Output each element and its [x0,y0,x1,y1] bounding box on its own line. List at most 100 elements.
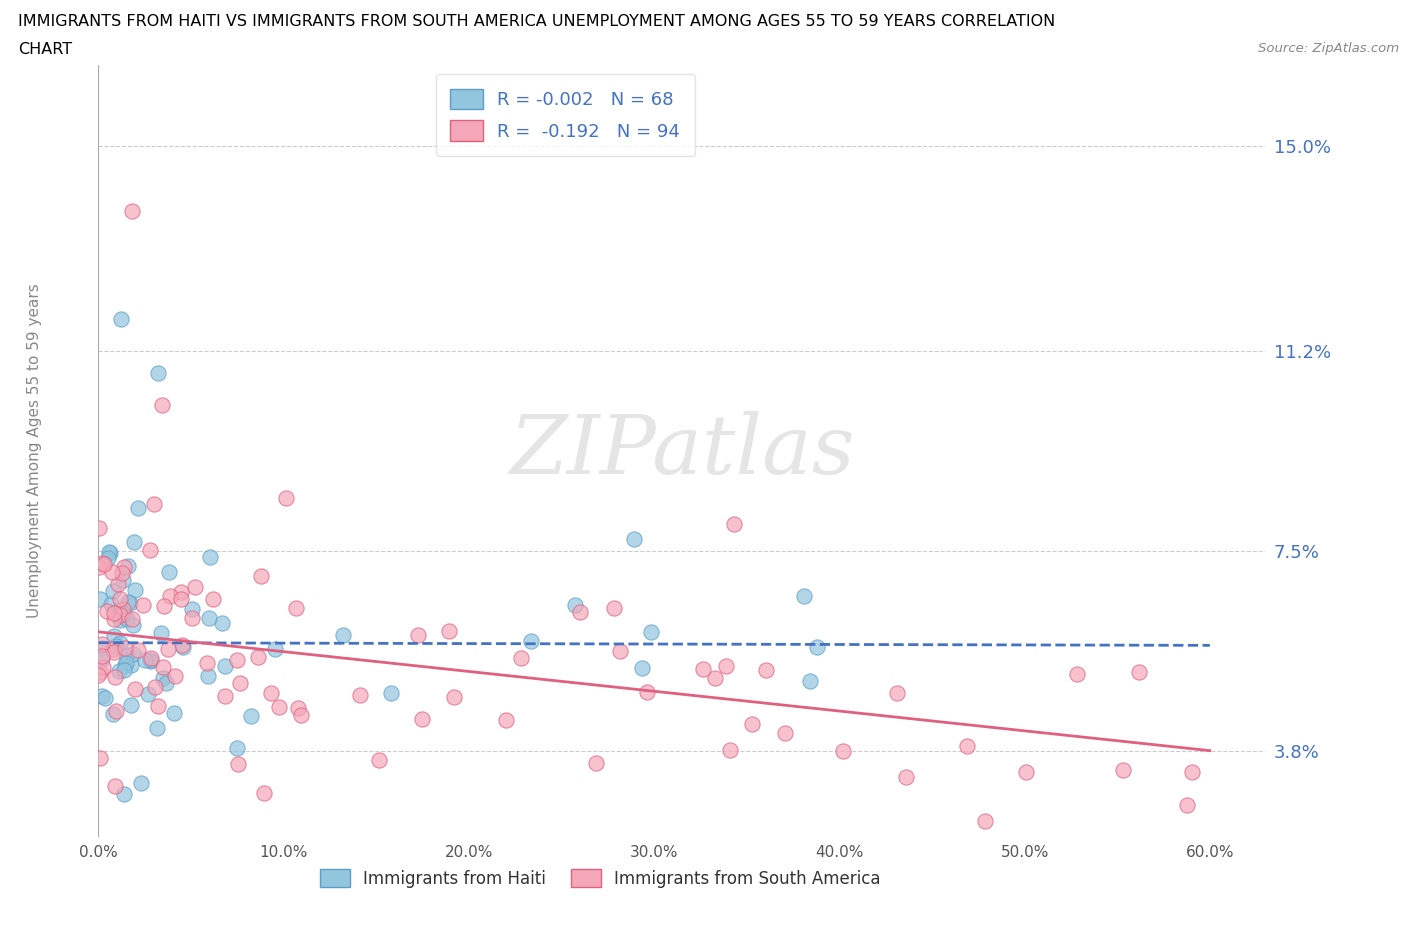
Point [127,643,149,658]
Point [101,565,124,579]
Point [214,688,236,703]
Point [139,653,162,668]
Point [90,652,112,667]
Point [112,573,135,588]
Point [94,690,117,705]
Point [169,591,191,606]
Point [112,662,135,677]
Point [89,664,111,679]
Point [163,705,186,720]
Point [226,653,249,668]
Point [129,776,152,790]
Point [156,642,179,657]
Point [145,680,167,695]
Point [96,604,118,618]
Point [136,686,159,701]
Point [122,535,145,550]
Point [509,651,531,666]
Point [114,658,136,672]
Point [170,584,193,599]
Point [264,641,287,656]
Point [793,589,815,604]
Point [97,551,120,565]
Point [103,605,125,620]
Point [226,741,249,756]
Point [100,596,122,611]
Point [142,497,165,512]
Point [197,669,219,684]
Point [603,601,626,616]
Point [146,365,169,380]
Point [229,676,252,691]
Point [139,650,162,665]
Point [886,686,908,701]
Point [124,682,146,697]
Point [146,698,169,713]
Point [495,712,517,727]
Point [636,685,658,700]
Point [103,629,125,644]
Point [108,636,131,651]
Point [120,698,142,712]
Point [87,521,110,536]
Point [775,726,797,741]
Text: CHART: CHART [18,42,72,57]
Point [121,612,143,627]
Point [1112,763,1135,777]
Point [1181,764,1204,779]
Point [152,671,174,685]
Point [956,738,979,753]
Point [157,565,180,579]
Point [107,663,129,678]
Point [103,642,125,657]
Point [239,709,262,724]
Point [150,398,173,413]
Point [118,595,141,610]
Point [287,701,309,716]
Point [290,708,312,723]
Point [202,591,225,606]
Point [211,616,233,631]
Point [117,595,139,610]
Point [90,688,112,703]
Point [806,640,828,655]
Point [103,611,125,626]
Point [108,603,131,618]
Point [98,544,121,559]
Text: ZIPatlas: ZIPatlas [509,411,855,491]
Point [89,591,111,606]
Point [163,669,186,684]
Point [117,558,139,573]
Point [180,611,202,626]
Point [108,591,131,606]
Point [101,706,124,721]
Point [89,751,111,765]
Point [87,668,110,683]
Point [564,597,586,612]
Point [91,556,114,571]
Point [90,636,112,651]
Point [894,769,917,784]
Point [623,531,645,546]
Point [110,312,132,326]
Point [87,560,110,575]
Point [723,516,745,531]
Point [103,584,125,599]
Legend: Immigrants from Haiti, Immigrants from South America: Immigrants from Haiti, Immigrants from S… [314,863,887,895]
Point [121,647,143,662]
Point [195,656,218,671]
Point [181,602,204,617]
Point [139,543,162,558]
Point [741,717,763,732]
Point [349,688,371,703]
Point [155,675,177,690]
Point [799,673,821,688]
Point [411,711,433,726]
Text: IMMIGRANTS FROM HAITI VS IMMIGRANTS FROM SOUTH AMERICA UNEMPLOYMENT AMONG AGES 5: IMMIGRANTS FROM HAITI VS IMMIGRANTS FROM… [18,14,1056,29]
Point [520,634,543,649]
Point [134,652,156,667]
Point [1128,664,1150,679]
Point [631,660,654,675]
Point [93,557,115,572]
Point [127,501,149,516]
